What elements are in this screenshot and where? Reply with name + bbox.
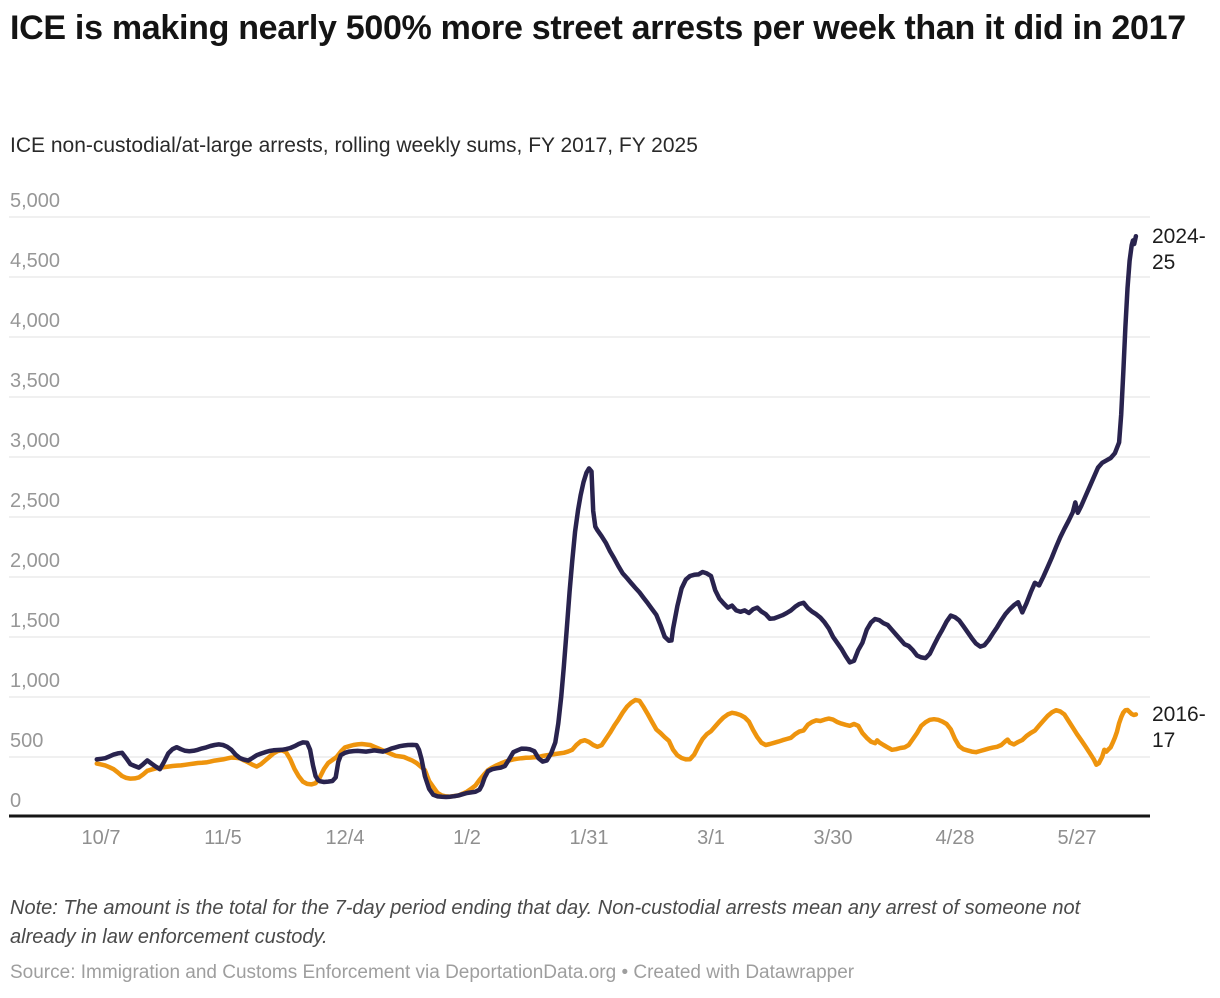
x-tick-label-4/28: 4/28 [935,827,975,849]
y-tick-label-0: 0 [10,790,22,812]
chart-title: ICE is making nearly 500% more street ar… [10,9,1186,47]
y-tick-label-500: 500 [10,730,44,752]
series-label-2024-25: 2024- 25 [1152,225,1206,275]
x-tick-label-1/31: 1/31 [569,827,609,849]
y-tick-label-4500: 4,500 [10,250,61,272]
x-tick-label-12/4: 12/4 [325,827,365,849]
plot-area: 0 500 1,000 1,500 2,000 2,500 3,000 3,500 4,000 4… [9,190,1206,849]
x-tick-label-5/27: 5/27 [1057,827,1097,849]
line-2024-25 [94,233,1139,800]
x-tick-label-11/5: 11/5 [204,827,242,849]
series-label-2016-17: 2016- 17 [1152,703,1206,753]
chart-subtitle: ICE non-custodial/at-large arrests, roll… [10,134,698,157]
x-tick-label-3/30: 3/30 [813,827,853,849]
y-tick-label-4000: 4,000 [10,310,61,332]
y-tick-label-2500: 2,500 [10,490,61,512]
y-tick-label-2000: 2,000 [10,550,61,572]
y-tick-label-5000: 5,000 [10,190,61,212]
x-tick-label-1/2: 1/2 [453,827,481,849]
y-tick-label-1500: 1,500 [10,610,61,632]
y-tick-label-3500: 3,500 [10,370,61,392]
chart-source: Source: Immigration and Customs Enforcem… [10,962,855,983]
chart-note: Note: The amount is the total for the 7-… [10,897,1081,948]
line-2016-17 [94,697,1139,799]
x-tick-label-10/7: 10/7 [81,827,121,849]
line-chart-canvas [9,216,1150,818]
y-tick-label-3000: 3,000 [10,430,61,452]
y-tick-label-1000: 1,000 [10,670,61,692]
x-tick-label-3/1: 3/1 [697,827,725,849]
